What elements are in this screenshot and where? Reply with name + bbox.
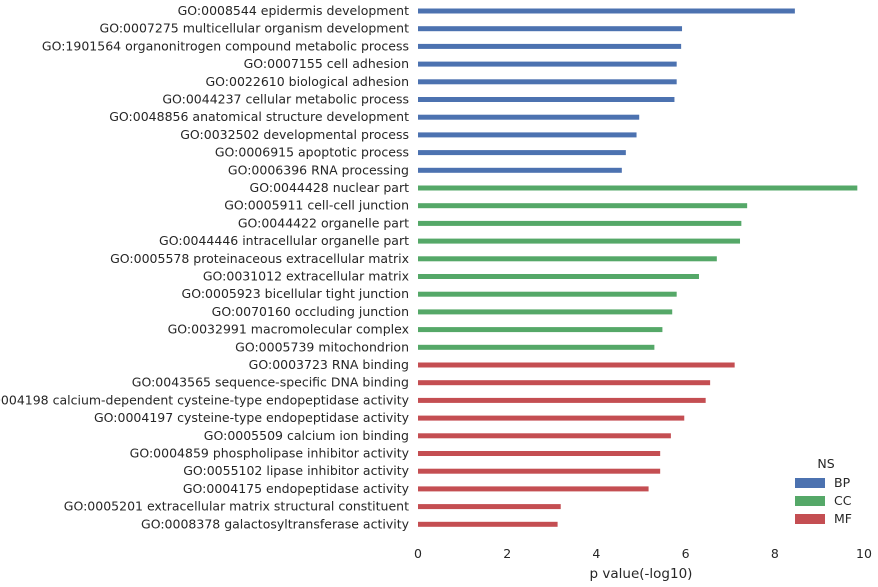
category-label: GO:0008378 galactosyltransferase activit…	[141, 516, 410, 531]
category-label: GO:0004859 phospholipase inhibitor activ…	[130, 446, 410, 461]
bar-mf	[418, 521, 558, 527]
bar-bp	[418, 8, 795, 14]
bar-cc	[418, 327, 663, 333]
bar-bp	[418, 79, 677, 85]
category-label: GO:0003723 RNA binding	[249, 357, 409, 372]
bar-cc	[418, 238, 741, 244]
category-label: GO:0044428 nuclear part	[250, 180, 410, 195]
category-label: GO:0005739 mitochondrion	[235, 339, 409, 354]
legend-swatch-mf	[795, 514, 825, 524]
category-label: GO:0005201 extracellular matrix structur…	[64, 499, 409, 514]
x-tick-label: 0	[414, 546, 422, 561]
category-label: GO:0044422 organelle part	[238, 215, 409, 230]
bar-mf	[418, 451, 661, 456]
bar-mf	[418, 433, 671, 439]
bar-mf	[418, 468, 661, 474]
x-tick-label: 8	[771, 546, 779, 561]
category-label: GO:0006396 RNA processing	[228, 162, 409, 177]
category-label: GO:0043565 sequence-specific DNA binding	[132, 375, 409, 390]
bar-mf	[418, 362, 735, 368]
category-label: GO:0022610 biological adhesion	[206, 74, 410, 89]
bar-mf	[418, 415, 685, 421]
category-label: GO:0007275 multicellular organism develo…	[100, 21, 410, 36]
category-label: GO:0005923 bicellular tight junction	[182, 286, 409, 301]
bar-mf	[418, 504, 561, 510]
x-tick-label: 6	[682, 546, 690, 561]
legend-label-cc: CC	[834, 493, 852, 508]
legend-title: NS	[817, 456, 834, 471]
category-label: GO:0044237 cellular metabolic process	[162, 92, 409, 107]
category-label: GO:0055102 lipase inhibitor activity	[183, 463, 409, 478]
category-label: GO:0005911 cell-cell junction	[224, 198, 409, 213]
bar-bp	[418, 150, 626, 156]
category-label: GO:1901564 organonitrogen compound metab…	[42, 38, 409, 53]
category-label: GO:0004198 calcium-dependent cysteine-ty…	[0, 392, 410, 407]
bar-cc	[418, 256, 717, 262]
bar-cc	[418, 344, 655, 350]
category-label: GO:0070160 occluding junction	[212, 304, 409, 319]
bar-bp	[418, 167, 622, 173]
bar-group	[418, 8, 858, 527]
category-label: GO:0006915 apoptotic process	[215, 145, 409, 160]
legend: NS BP CC MF	[795, 456, 852, 526]
bar-mf	[418, 380, 711, 386]
bar-bp	[418, 114, 640, 120]
legend-label-mf: MF	[834, 511, 852, 526]
bar-mf	[418, 397, 706, 403]
bar-bp	[418, 26, 683, 32]
legend-swatch-cc	[795, 496, 825, 506]
category-label: GO:0007155 cell adhesion	[244, 56, 409, 71]
category-label: GO:0048856 anatomical structure developm…	[109, 109, 409, 124]
legend-label-bp: BP	[834, 475, 851, 490]
x-tick-labels: 0 2 4 6 8 10	[414, 546, 872, 561]
bar-cc	[418, 291, 677, 297]
x-axis-title: p value(-log10)	[590, 566, 693, 582]
bar-bp	[418, 97, 675, 102]
category-label: GO:0005509 calcium ion binding	[204, 428, 409, 443]
category-label: GO:0008544 epidermis development	[178, 3, 409, 18]
bar-bp	[418, 61, 677, 67]
bar-bp	[418, 132, 637, 138]
bar-cc	[418, 220, 742, 226]
bar-cc	[418, 203, 748, 209]
category-labels: GO:0008544 epidermis development GO:00072…	[0, 3, 410, 531]
bar-cc	[418, 274, 699, 279]
category-label: GO:0031012 extracellular matrix	[203, 269, 409, 284]
category-label: GO:0032991 macromolecular complex	[168, 322, 409, 337]
legend-entries: BP CC MF	[795, 475, 852, 526]
bar-mf	[418, 486, 649, 492]
x-tick-label: 10	[856, 546, 872, 561]
category-label: GO:0004197 cysteine-type endopeptidase a…	[94, 410, 410, 425]
category-label: GO:0005578 proteinaceous extracellular m…	[110, 251, 409, 266]
x-tick-label: 4	[592, 546, 600, 561]
x-tick-label: 2	[503, 546, 511, 561]
legend-swatch-bp	[795, 478, 825, 488]
bar-cc	[418, 185, 858, 191]
bar-cc	[418, 309, 673, 315]
category-label: GO:0032502 developmental process	[180, 127, 409, 142]
bar-bp	[418, 43, 682, 49]
category-label: GO:0044446 intracellular organelle part	[159, 233, 409, 248]
category-label: GO:0004175 endopeptidase activity	[183, 481, 410, 496]
